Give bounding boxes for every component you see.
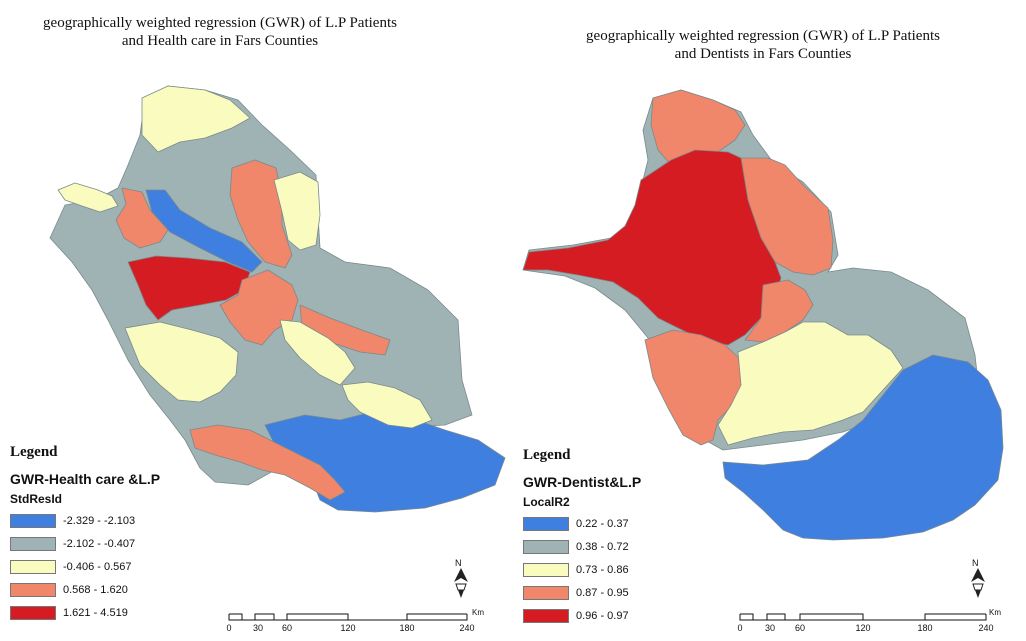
legend-subtitle: GWR-Health care &L.P [10,471,161,487]
county-region [273,171,321,251]
north-arrow-icon: N [963,556,993,600]
legend-subtitle: GWR-Dentist&L.P [523,474,642,490]
county-region [189,424,346,501]
scale-tick-label: 120 [855,623,871,633]
county-region [744,279,814,343]
legend-field: LocalR2 [523,495,570,509]
scale-unit: Km [989,608,1001,617]
scale-tick-label: 30 [764,623,776,633]
scale-tick-label: 240 [978,623,994,633]
choropleth-map [522,89,1004,541]
map-title-line-1: geographically weighted regression (GWR)… [586,28,940,44]
county-region [115,187,169,249]
legend-row: 1.621 - 4.519 [10,601,160,624]
legend-label: 0.22 - 0.37 [576,517,629,530]
legend-label: -2.329 - -2.103 [63,514,136,527]
scale-tick-label: 120 [340,623,356,633]
legend-swatch [10,513,56,528]
legend-swatch [523,585,569,600]
county-region [722,354,1004,541]
legend: Legend GWR-Dentist&L.P LocalR2 0.22 - 0.… [523,447,641,627]
legend-swatch [523,562,569,577]
map-title-line-2: and Health care in Fars Counties [121,33,319,49]
legend-label: 0.568 - 1.620 [63,583,128,596]
svg-text:N: N [972,558,979,568]
legend-heading: Legend [523,447,571,463]
legend-swatch [10,582,56,597]
county-region [57,182,119,213]
legend-row: 0.38 - 0.72 [523,535,641,558]
legend-row: 0.568 - 1.620 [10,578,160,601]
county-region [644,329,744,446]
legend-swatch [523,608,569,623]
map-title: geographically weighted regression (GWR)… [20,14,420,50]
legend-swatch [10,536,56,551]
legend-label: -2.102 - -0.407 [63,537,136,550]
legend-heading: Legend [10,444,58,460]
legend-label: 0.96 - 0.97 [576,609,629,622]
legend-row: -0.406 - 0.567 [10,555,160,578]
map-panel-health-care: geographically weighted regression (GWR)… [10,14,506,636]
county-region [127,255,251,321]
scale-bar: 0 30 60 120 180 240 Km [226,606,496,636]
svg-text:N: N [455,558,462,568]
legend-label: 1.621 - 4.519 [63,606,128,619]
map-title: geographically weighted regression (GWR)… [533,27,993,63]
map-title-line-2: and Dentists in Fars Counties [674,46,852,62]
legend-label: -0.406 - 0.567 [63,560,132,573]
legend-field: StdResId [10,492,63,506]
scale-tick-label: 180 [399,623,415,633]
scale-tick-label: 0 [226,623,232,633]
scale-tick-label: 30 [252,623,264,633]
legend-row: -2.102 - -0.407 [10,532,160,555]
map-title-line-1: geographically weighted regression (GWR)… [43,15,397,31]
county-region [124,321,239,403]
legend-label: 0.87 - 0.95 [576,586,629,599]
legend-row: 0.96 - 0.97 [523,604,641,627]
scale-tick-label: 180 [917,623,933,633]
choropleth-map [49,85,506,513]
north-arrow-icon: N [446,556,476,600]
scale-unit: Km [472,608,484,617]
scale-tick-label: 0 [737,623,743,633]
legend-row: -2.329 - -2.103 [10,509,160,532]
legend-swatch [523,539,569,554]
legend-row: 0.73 - 0.86 [523,558,641,581]
map-panel-dentists: geographically weighted regression (GWR)… [513,0,1026,641]
legend-label: 0.73 - 0.86 [576,563,629,576]
legend-row: 0.22 - 0.37 [523,512,641,535]
legend: Legend GWR-Health care &L.P StdResId -2.… [10,444,160,624]
legend-label: 0.38 - 0.72 [576,540,629,553]
county-region [279,319,356,386]
scale-bar: 0 30 60 120 180 240 Km [737,606,1007,636]
legend-row: 0.87 - 0.95 [523,581,641,604]
scale-tick-label: 60 [281,623,293,633]
legend-swatch [523,516,569,531]
scale-tick-label: 240 [459,623,475,633]
legend-swatch [10,559,56,574]
county-region [717,321,904,446]
legend-swatch [10,605,56,620]
scale-tick-label: 60 [794,623,806,633]
county-region [141,85,251,153]
county-region [650,89,746,166]
county-region [341,381,433,429]
county-region [219,269,299,346]
